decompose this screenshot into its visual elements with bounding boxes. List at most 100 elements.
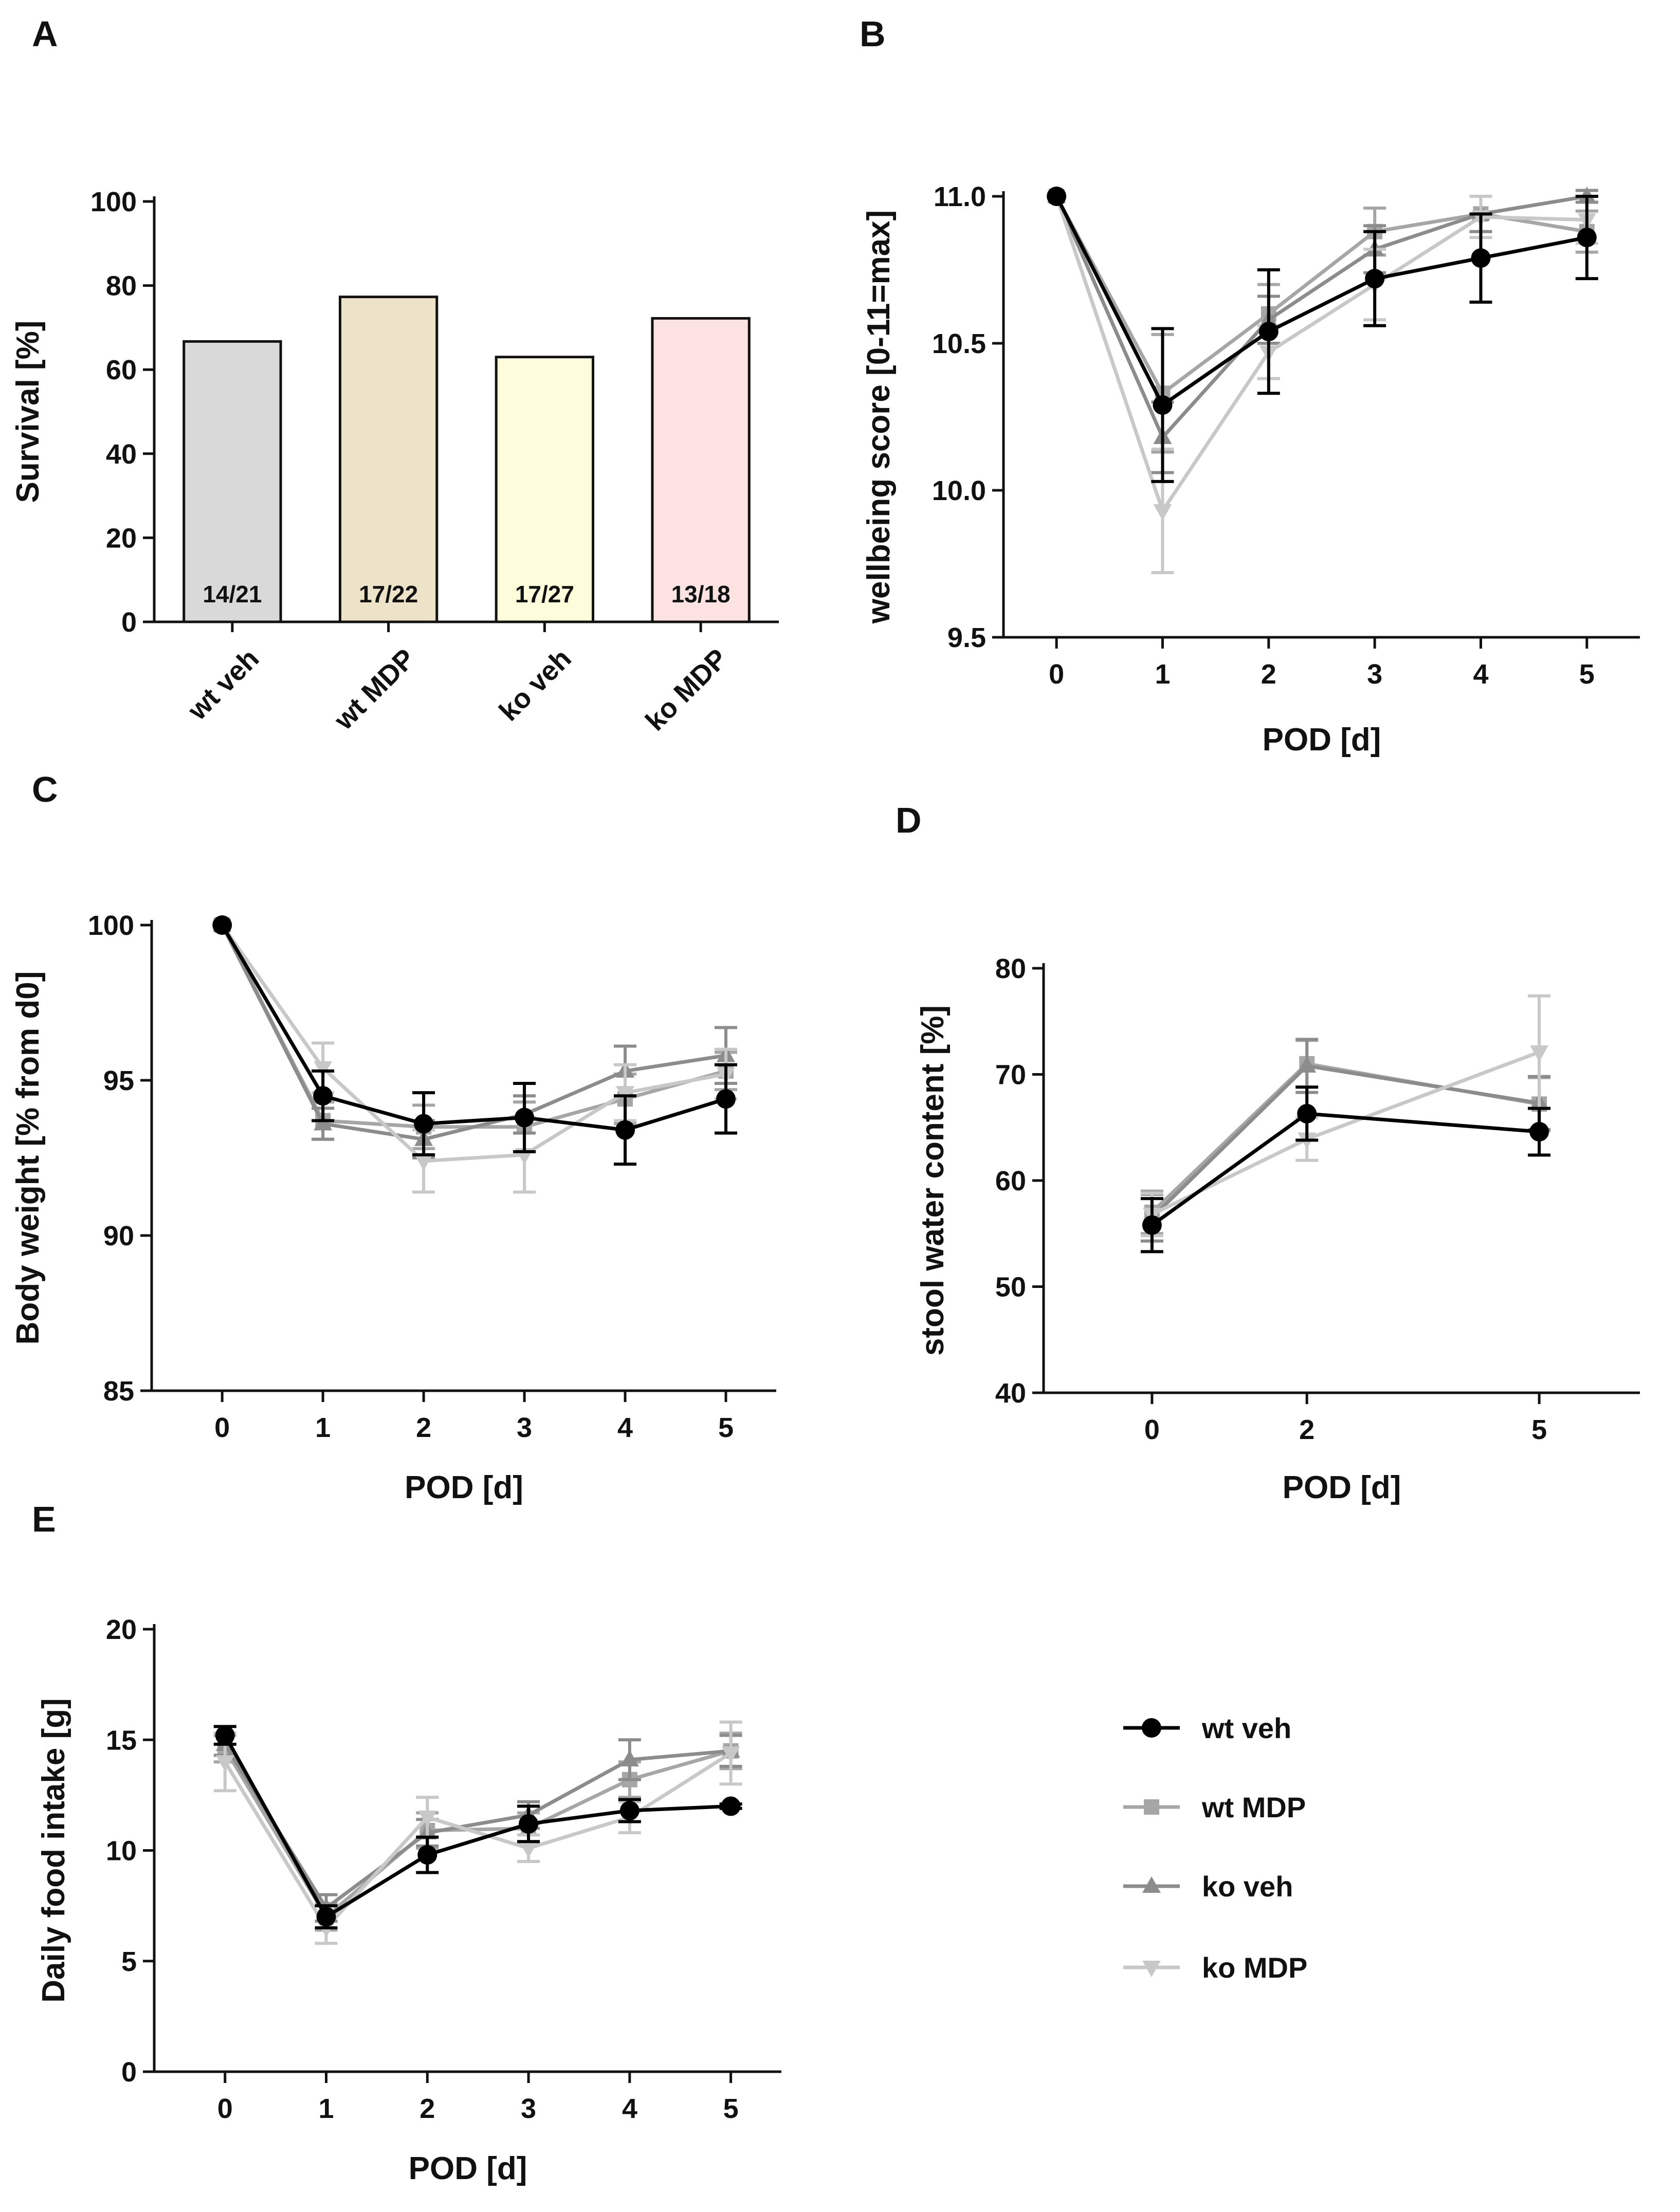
panel-d-point-wt-veh [1529,1122,1549,1142]
panel-b-line-wt-mdp [1055,195,1587,396]
panel-e-food-intake-chart: 0 5 10 15 20 0 1 2 3 4 5 POD [d] Daily food intake [… [36,1614,781,2186]
panel-d-x-tick-label: 5 [1531,1414,1547,1445]
panel-d-series-wt-veh [1140,1085,1551,1254]
panel-e-series-ko-veh [213,1731,742,1923]
panel-c-point-ko-veh [314,1114,333,1131]
legend-label-ko-mdp: ko MDP [1202,1951,1307,1984]
panel-c-x-tick-label: 1 [315,1412,331,1443]
panel-d-point-ko-veh [1298,1056,1317,1073]
panel-c-series-ko-mdp [213,918,738,1194]
panel-c-point-ko-mdp [414,1154,433,1171]
legend: wt veh wt MDP ko veh ko MDP [1123,1712,1307,1984]
panel-e-point-wt-veh [316,1907,336,1927]
legend-symbol-wt-mdp [1144,1799,1159,1815]
panel-b-y-tick-label: 11.0 [934,181,986,212]
panel-b-x-tick-label: 4 [1473,659,1488,690]
bar-ko-veh [495,356,595,623]
panel-b-line-wt-veh [1055,195,1587,408]
panel-c-line-ko-mdp [221,924,726,1163]
panel-e-point-wt-veh [215,1725,235,1745]
panel-e-point-wt-veh [721,1796,741,1816]
panel-a-x-tick-label: wt MDP [328,643,421,736]
legend-label-wt-veh: wt veh [1201,1712,1291,1744]
panel-b-line-ko-mdp [1054,195,1587,515]
panel-b-point-wt-veh [1365,269,1385,289]
panel-c-y-tick-label: 95 [103,1065,134,1096]
panel-a-y-tick-label: 40 [106,439,137,470]
panel-a-x-tick-label: wt veh [181,643,265,726]
legend-item-ko-mdp[interactable]: ko MDP [1123,1951,1307,1984]
panel-a-survival-chart: 0 20 40 60 80 100 Survival [%] 14/21 wt veh 17/22… [10,187,779,737]
panel-e-y-tick-label: 5 [121,1946,137,1977]
panel-letter-c: C [32,769,58,809]
panel-a-y-tick-label: 0 [121,607,137,638]
panel-c-point-ko-mdp [616,1086,635,1103]
panel-c-x-tick-label: 4 [617,1412,633,1443]
panel-c-line-ko-veh [221,924,726,1141]
panel-d-line-wt-mdp [1151,1062,1540,1214]
legend-label-ko-veh: ko veh [1202,1870,1293,1903]
panel-b-line-ko-veh [1054,194,1587,441]
legend-item-wt-veh[interactable]: wt veh [1123,1712,1291,1744]
panel-c-point-wt-veh [212,915,232,935]
legend-symbol-ko-mdp [1142,1961,1161,1977]
panel-d-y-tick-label: 60 [995,1166,1026,1196]
panel-c-x-tick-label: 0 [214,1412,230,1443]
panel-c-point-wt-veh [313,1086,333,1106]
panel-d-y-tick-label: 40 [995,1378,1026,1409]
panel-d-y-tick-label: 70 [995,1060,1026,1091]
panel-d-point-wt-veh [1142,1215,1162,1235]
panel-a-x-tick-label: ko MDP [640,643,733,736]
panel-d-point-wt-veh [1297,1103,1317,1123]
panel-d-x-tick-label: 0 [1144,1414,1160,1445]
panel-letter-d: D [896,800,922,840]
panel-d-y-axis-title: stool water content [%] [915,1005,951,1356]
panel-b-x-tick-label: 0 [1049,659,1064,690]
panel-c-x-tick-label: 2 [416,1412,431,1443]
panel-c-body-weight-chart: 85 90 95 100 0 1 2 3 4 5 POD [d] Body weight [% fro… [10,910,776,1505]
panel-b-x-axis-title: POD [d] [1263,722,1381,758]
panel-c-series-wt-mdp [214,917,738,1153]
legend-item-ko-veh[interactable]: ko veh [1123,1870,1293,1903]
panel-d-line-ko-veh [1151,1064,1540,1219]
panel-d-x-axis-title: POD [d] [1283,1470,1401,1505]
legend-label-wt-mdp: wt MDP [1201,1791,1306,1823]
panel-b-y-tick-label: 10.5 [932,328,986,359]
legend-item-wt-mdp[interactable]: wt MDP [1123,1791,1306,1823]
panel-d-line-wt-veh [1151,1112,1540,1227]
panel-c-point-wt-veh [414,1114,434,1134]
legend-marker-wt-veh [1123,1718,1180,1738]
panel-c-y-tick-label: 100 [88,910,134,941]
panel-a-y-tick-label: 20 [106,523,137,554]
panel-e-line-wt-veh [223,1734,731,1920]
panel-c-point-wt-veh [515,1108,535,1128]
panel-b-point-wt-veh [1047,187,1067,206]
panel-e-series-wt-veh [213,1725,742,1930]
panel-c-y-tick-label: 85 [103,1376,134,1407]
panel-b-y-tick-label: 10.0 [932,475,986,506]
legend-marker-wt-mdp [1123,1799,1180,1815]
panel-c-point-wt-veh [615,1120,635,1140]
panel-e-x-tick-label: 5 [723,2093,739,2124]
panel-b-point-wt-veh [1471,248,1491,268]
panel-c-line-wt-mdp [221,924,726,1129]
panel-e-y-tick-label: 15 [106,1725,137,1756]
panel-c-y-axis-title: Body weight [% from d0] [10,971,46,1345]
panel-c-point-wt-veh [716,1089,736,1109]
panel-c-x-tick-label: 3 [517,1412,532,1443]
panel-letter-e: E [32,1499,56,1539]
panel-e-x-tick-label: 4 [622,2093,637,2124]
panel-e-x-tick-label: 0 [217,2093,233,2124]
panel-c-series-wt-veh [212,915,738,1166]
legend-symbol-wt-veh [1142,1718,1161,1738]
bar-ko-mdp [651,317,751,623]
panel-e-point-ko-mdp [519,1841,538,1858]
panel-b-y-tick-label: 9.5 [947,622,986,653]
panel-e-y-tick-label: 10 [106,1836,137,1867]
panel-b-x-tick-label: 5 [1579,659,1595,690]
panel-e-point-ko-mdp [721,1746,740,1763]
panel-e-line-ko-veh [223,1743,731,1911]
panel-b-series-ko-mdp [1047,190,1598,575]
panel-b-point-wt-veh [1153,395,1173,415]
